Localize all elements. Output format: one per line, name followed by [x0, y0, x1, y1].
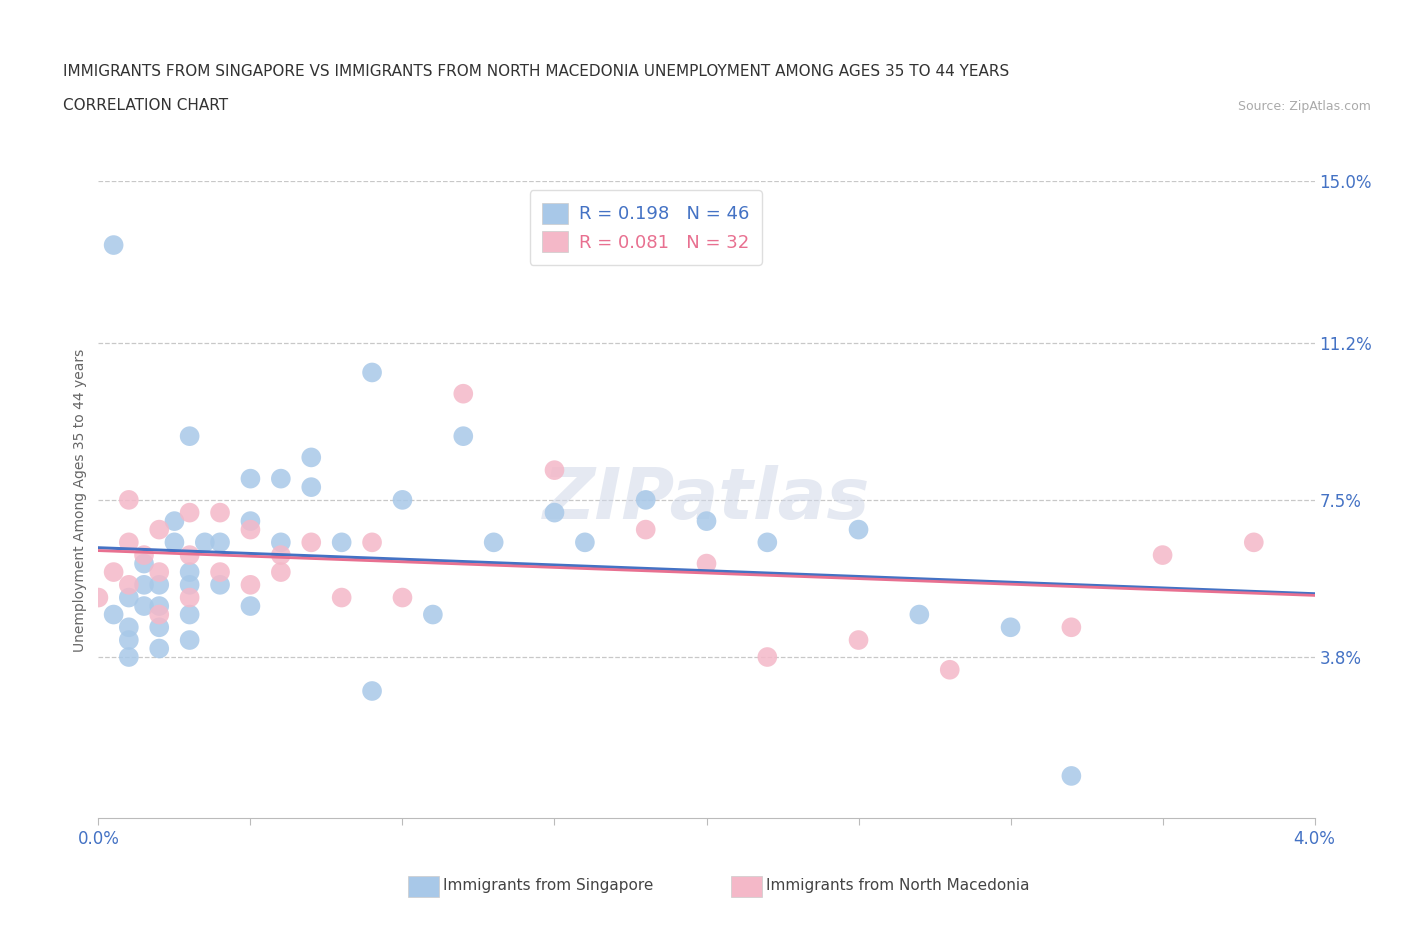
Point [1000, 620, 1022, 635]
Point [543, 463, 565, 478]
Point [148, 620, 170, 635]
Point [361, 535, 384, 550]
Y-axis label: Unemployment Among Ages 35 to 44 years: Unemployment Among Ages 35 to 44 years [73, 348, 87, 652]
Point [148, 565, 170, 579]
Point [270, 535, 292, 550]
Legend: R = 0.198   N = 46, R = 0.081   N = 32: R = 0.198 N = 46, R = 0.081 N = 32 [530, 191, 762, 265]
Point [179, 632, 201, 647]
Point [391, 591, 413, 605]
Point [87, 591, 110, 605]
Point [118, 591, 141, 605]
Point [543, 505, 565, 520]
Point [1243, 535, 1265, 550]
Point [299, 535, 322, 550]
Point [453, 429, 475, 444]
Point [179, 591, 201, 605]
Point [148, 522, 170, 537]
Point [209, 578, 232, 592]
Point [209, 535, 232, 550]
Point [239, 578, 262, 592]
Point [118, 649, 141, 664]
Point [848, 632, 870, 647]
Point [239, 513, 262, 528]
Point [634, 493, 657, 508]
Point [148, 641, 170, 656]
Point [299, 480, 322, 495]
Text: CORRELATION CHART: CORRELATION CHART [63, 99, 228, 113]
Point [103, 238, 125, 253]
Point [239, 599, 262, 614]
Point [391, 493, 413, 508]
Point [132, 578, 155, 592]
Point [179, 505, 201, 520]
Point [132, 548, 155, 563]
Point [103, 607, 125, 622]
Text: IMMIGRANTS FROM SINGAPORE VS IMMIGRANTS FROM NORTH MACEDONIA UNEMPLOYMENT AMONG : IMMIGRANTS FROM SINGAPORE VS IMMIGRANTS … [63, 64, 1010, 79]
Point [163, 513, 186, 528]
Point [908, 607, 931, 622]
Point [179, 548, 201, 563]
Point [118, 493, 141, 508]
Point [453, 386, 475, 401]
Point [132, 556, 155, 571]
Point [696, 556, 718, 571]
Point [1152, 548, 1174, 563]
Point [148, 599, 170, 614]
Point [361, 684, 384, 698]
Point [939, 662, 962, 677]
Point [194, 535, 217, 550]
Text: ZIPatlas: ZIPatlas [543, 465, 870, 535]
Text: Immigrants from Singapore: Immigrants from Singapore [443, 878, 654, 893]
Point [756, 649, 779, 664]
Point [330, 591, 353, 605]
Point [103, 565, 125, 579]
Point [422, 607, 444, 622]
Point [270, 472, 292, 486]
Point [482, 535, 505, 550]
Point [239, 522, 262, 537]
Point [118, 535, 141, 550]
Point [270, 565, 292, 579]
Point [148, 607, 170, 622]
Point [209, 565, 232, 579]
Point [270, 548, 292, 563]
Point [574, 535, 596, 550]
Point [634, 522, 657, 537]
Point [118, 578, 141, 592]
Point [330, 535, 353, 550]
Text: Source: ZipAtlas.com: Source: ZipAtlas.com [1237, 100, 1371, 113]
Point [361, 365, 384, 380]
Point [299, 450, 322, 465]
Point [132, 599, 155, 614]
Point [696, 513, 718, 528]
Point [848, 522, 870, 537]
Point [179, 565, 201, 579]
Point [209, 505, 232, 520]
Point [1060, 620, 1083, 635]
Point [179, 607, 201, 622]
Point [756, 535, 779, 550]
Point [148, 578, 170, 592]
Point [179, 578, 201, 592]
Text: Immigrants from North Macedonia: Immigrants from North Macedonia [766, 878, 1029, 893]
Point [179, 429, 201, 444]
Point [1060, 768, 1083, 783]
Point [118, 620, 141, 635]
Point [118, 632, 141, 647]
Point [163, 535, 186, 550]
Point [239, 472, 262, 486]
